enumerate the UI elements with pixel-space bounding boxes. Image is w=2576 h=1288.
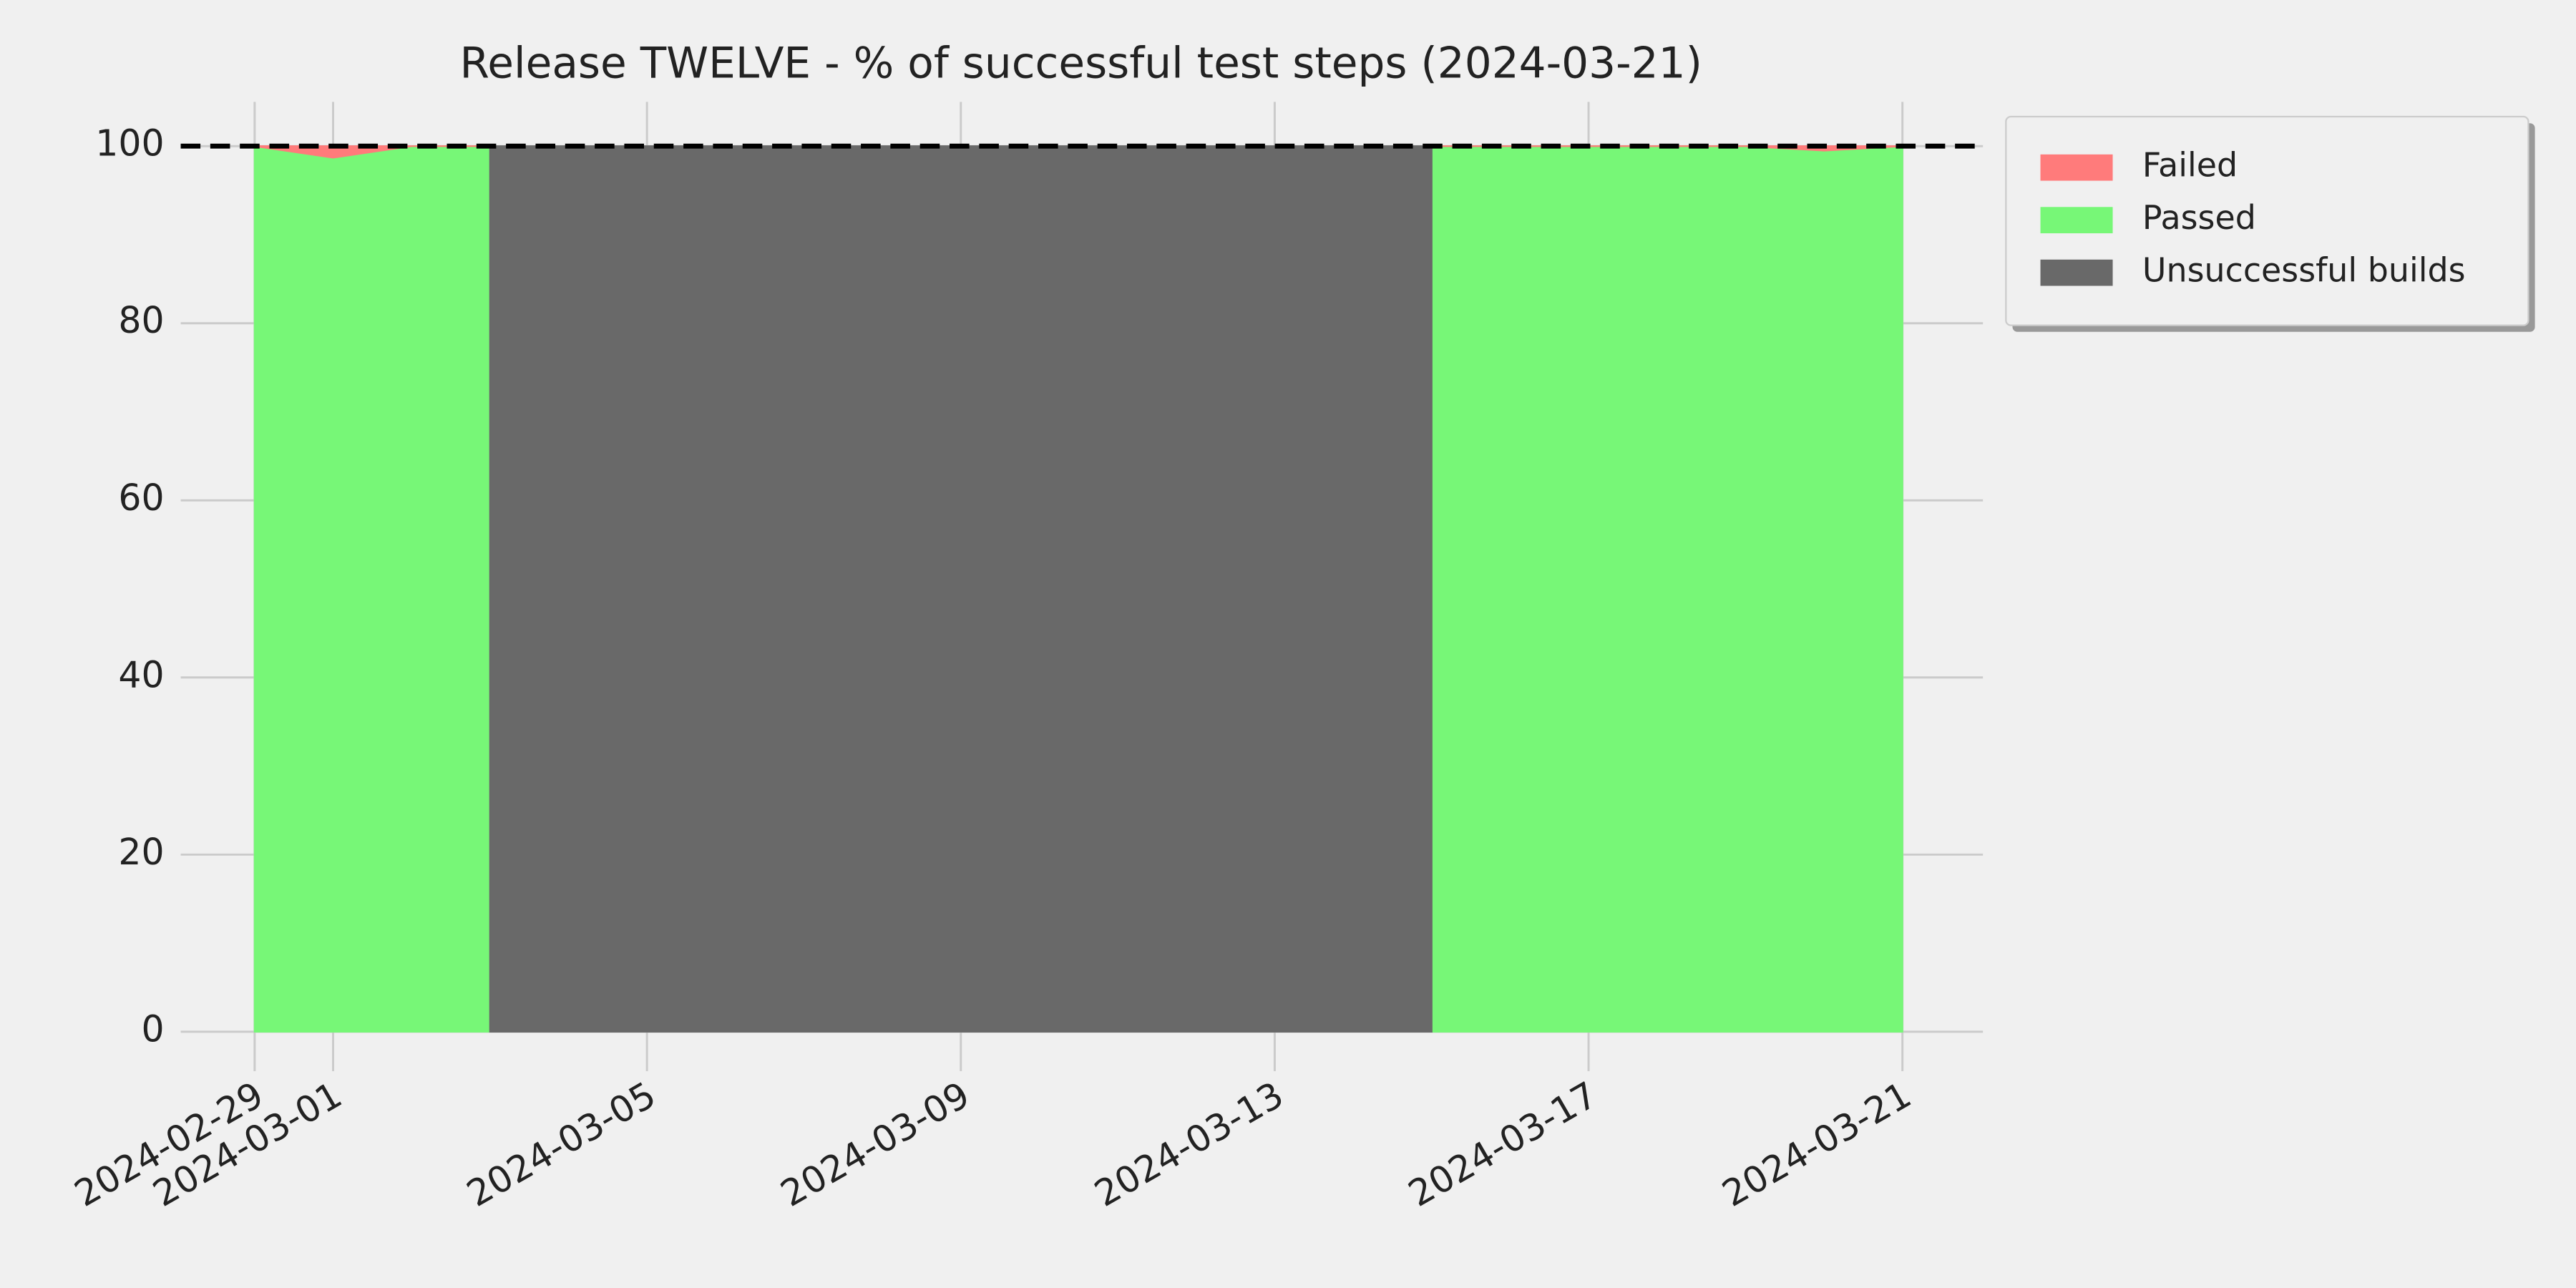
legend-label: Unsuccessful builds	[2142, 251, 2466, 290]
areas	[180, 143, 1984, 1033]
legend: Failed Passed Unsuccessful builds	[2005, 115, 2535, 332]
legend-label: Passed	[2142, 198, 2256, 237]
y-tick-label: 40	[118, 653, 164, 696]
area	[489, 145, 1433, 1033]
legend-swatch	[2040, 207, 2113, 234]
area	[253, 145, 491, 1033]
y-tick-label: 20	[118, 831, 164, 873]
y-tick-label: 60	[118, 477, 164, 519]
area	[1430, 145, 1903, 1033]
chart-title: Release TWELVE - % of successful test st…	[460, 39, 1702, 88]
legend-label: Failed	[2142, 146, 2238, 185]
legend-swatch	[2040, 259, 2113, 286]
y-tick-label: 0	[141, 1008, 164, 1050]
y-tick-label: 100	[95, 122, 164, 165]
legend-swatch	[2040, 154, 2113, 181]
y-tick-label: 80	[118, 299, 164, 341]
legend-box	[2005, 115, 2529, 326]
